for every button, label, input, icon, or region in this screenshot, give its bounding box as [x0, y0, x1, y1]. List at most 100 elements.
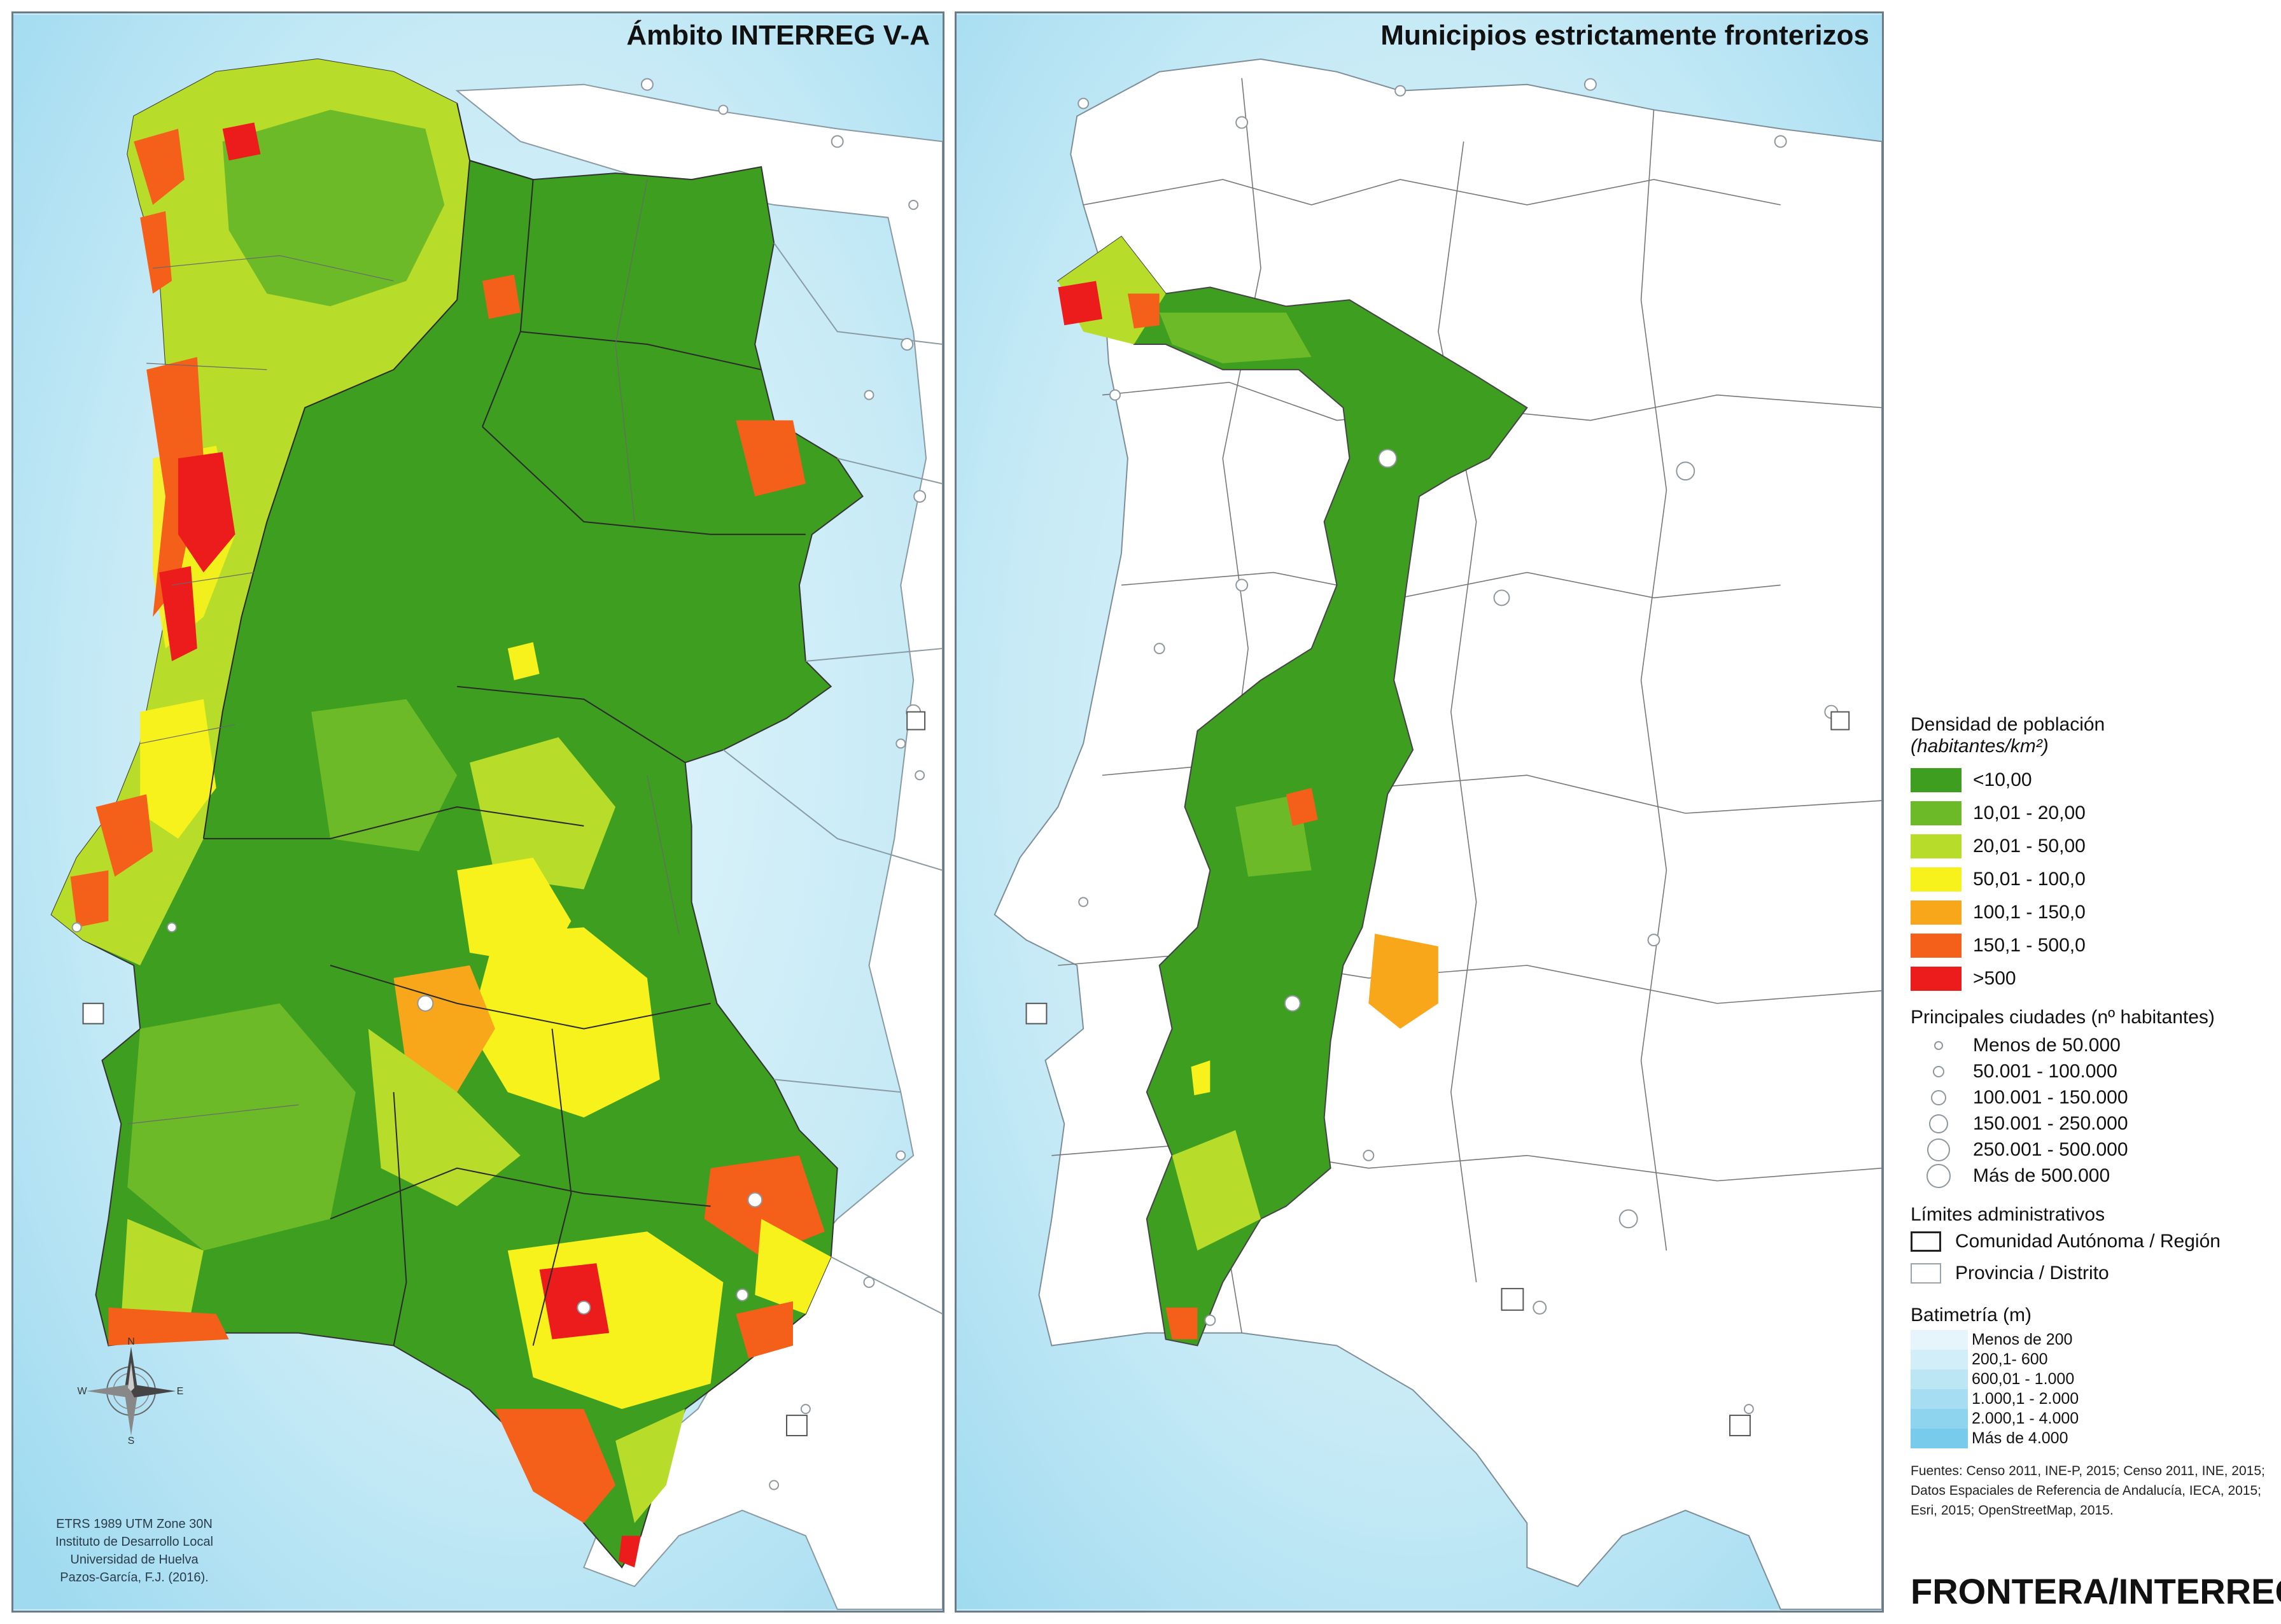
city-large-marker: [1501, 1287, 1524, 1311]
legend-density-item: 150,1 - 500,0: [1911, 929, 2267, 962]
city-large-marker: [1729, 1415, 1751, 1436]
legend-density-item: >500: [1911, 962, 2267, 995]
city-label: Más de 500.000: [1973, 1165, 2110, 1186]
border-strip-density: [1056, 235, 1528, 1347]
border-municipalities-map: [957, 15, 1882, 1610]
city-label: 250.001 - 500.000: [1973, 1138, 2128, 1160]
legend-city-item: 250.001 - 500.000: [1911, 1137, 2267, 1163]
admin-label: Comunidad Autónoma / Región: [1955, 1231, 2221, 1252]
city-circle-icon: [1929, 1114, 1948, 1133]
sources-line: Fuentes: Censo 2011, INE-P, 2015; Censo …: [1911, 1464, 2265, 1478]
density-label: 10,01 - 20,00: [1973, 802, 2086, 823]
city-circle-icon: [1931, 1089, 1946, 1105]
density-swatch: [1911, 900, 1962, 925]
compass-rose: N S W E: [77, 1336, 185, 1446]
compass-e: E: [177, 1386, 184, 1397]
bathymetry-label: Más de 4.000: [1972, 1429, 2068, 1447]
density-label: 100,1 - 150,0: [1973, 902, 2086, 923]
density-swatch: [1911, 867, 1962, 892]
legend-density-item: 100,1 - 150,0: [1911, 896, 2267, 929]
city-label: 100.001 - 150.000: [1973, 1086, 2128, 1108]
density-patches: [51, 59, 831, 1568]
sources-line: Datos Espaciales de Referencia de Andalu…: [1911, 1483, 2262, 1498]
bathymetry-ramp: [1911, 1330, 1968, 1448]
map-panel-interreg: Ámbito INTERREG V-A N S W E ETRS 1989 UT…: [11, 11, 944, 1613]
bathymetry-label: 1.000,1 - 2.000: [1972, 1390, 2079, 1408]
city-large-marker: [786, 1415, 808, 1436]
legend-city-item: 150.001 - 250.000: [1911, 1110, 2267, 1137]
legend-admin-title: Límites administrativos: [1911, 1204, 2105, 1225]
density-swatch: [1911, 801, 1962, 825]
bathymetry-label: 600,01 - 1.000: [1972, 1370, 2075, 1388]
map-panel-border-municipalities: Municipios estrictamente fronterizos: [955, 11, 1884, 1613]
legend-city-item: Más de 500.000: [1911, 1163, 2267, 1189]
legend-admin-item: Provincia / Distrito: [1911, 1257, 2267, 1289]
city-label: 50.001 - 100.000: [1973, 1060, 2117, 1082]
map-credits: ETRS 1989 UTM Zone 30N Instituto de Desa…: [26, 1515, 242, 1586]
bathymetry-swatch: [1911, 1409, 1968, 1429]
legend-sources: Fuentes: Censo 2011, INE-P, 2015; Censo …: [1911, 1461, 2267, 1520]
legend-density-title: Densidad de población: [1911, 714, 2105, 735]
bathymetry-swatch: [1911, 1350, 1968, 1369]
city-large-marker: [82, 1002, 104, 1025]
bathymetry-labels: Menos de 200 200,1- 600 600,01 - 1.000 1…: [1972, 1330, 2079, 1448]
legend-city-item: Menos de 50.000: [1911, 1032, 2267, 1058]
city-large-marker: [906, 711, 926, 731]
legend-cities-title: Principales ciudades (nº habitantes): [1911, 1007, 2215, 1028]
bathymetry-swatch: [1911, 1389, 1968, 1409]
credits-institute: Instituto de Desarrollo Local: [55, 1535, 213, 1549]
city-large-marker: [1830, 711, 1850, 731]
bathymetry-label: 2.000,1 - 4.000: [1972, 1410, 2079, 1427]
density-swatch: [1911, 967, 1962, 991]
city-circle-icon: [1934, 1040, 1943, 1050]
city-label: 150.001 - 250.000: [1973, 1112, 2128, 1134]
credits-projection: ETRS 1989 UTM Zone 30N: [56, 1517, 213, 1531]
density-swatch: [1911, 934, 1962, 958]
density-label: >500: [1973, 968, 2016, 989]
density-swatch: [1911, 834, 1962, 858]
city-circle-icon: [1927, 1138, 1950, 1161]
city-circle-icon: [1933, 1065, 1944, 1077]
bathymetry-swatch: [1911, 1330, 1968, 1350]
compass-n: N: [127, 1337, 135, 1347]
compass-w: W: [77, 1386, 87, 1397]
bathymetry-swatch: [1911, 1429, 1968, 1448]
density-label: 20,01 - 50,00: [1973, 836, 2086, 857]
compass-s: S: [128, 1436, 135, 1445]
figure-title: FRONTERA/INTERREG V: [1911, 1571, 2281, 1611]
density-label: 150,1 - 500,0: [1973, 935, 2086, 956]
region-boundary-swatch: [1911, 1231, 1941, 1252]
legend-admin-item: Comunidad Autónoma / Región: [1911, 1226, 2267, 1257]
legend-bathymetry-title: Batimetría (m): [1911, 1305, 2032, 1326]
bathymetry-swatch: [1911, 1369, 1968, 1389]
legend-density-item: 10,01 - 20,00: [1911, 797, 2267, 830]
legend-density-item: <10,00: [1911, 764, 2267, 797]
legend-density-subtitle: (habitantes/km²): [1911, 736, 2049, 757]
credits-university: Universidad de Huelva: [70, 1553, 199, 1567]
panel-title-border: Municipios estrictamente fronterizos: [1380, 20, 1869, 51]
bathymetry-label: Menos de 200: [1972, 1331, 2073, 1348]
map-legend: Densidad de población (habitantes/km²) <…: [1911, 703, 2267, 1520]
legend-bathymetry: Menos de 200 200,1- 600 600,01 - 1.000 1…: [1911, 1330, 2267, 1448]
interreg-density-map: [13, 15, 943, 1610]
panel-title-interreg: Ámbito INTERREG V-A: [626, 20, 930, 51]
legend-density-classes: <10,00 10,01 - 20,00 20,01 - 50,00 50,01…: [1911, 764, 2267, 995]
province-boundaries: [127, 179, 680, 1124]
legend-density-item: 20,01 - 50,00: [1911, 830, 2267, 863]
bathymetry-label: 200,1- 600: [1972, 1350, 2048, 1368]
density-label: 50,01 - 100,0: [1973, 869, 2086, 890]
city-square-icon: [1927, 1163, 1951, 1188]
admin-boundaries: [202, 103, 806, 1346]
credits-author: Pazos-García, F.J. (2016).: [60, 1571, 209, 1585]
city-label: Menos de 50.000: [1973, 1034, 2121, 1056]
city-large-marker: [1025, 1002, 1048, 1025]
legend-city-item: 100.001 - 150.000: [1911, 1084, 2267, 1110]
province-boundary-swatch: [1911, 1263, 1941, 1284]
legend-density-item: 50,01 - 100,0: [1911, 863, 2267, 896]
density-label: <10,00: [1973, 769, 2032, 790]
legend-city-item: 50.001 - 100.000: [1911, 1058, 2267, 1084]
sources-line: Esri, 2015; OpenStreetMap, 2015.: [1911, 1503, 2114, 1518]
admin-label: Provincia / Distrito: [1955, 1263, 2109, 1284]
city-markers: [1077, 78, 1839, 1415]
density-swatch: [1911, 768, 1962, 792]
